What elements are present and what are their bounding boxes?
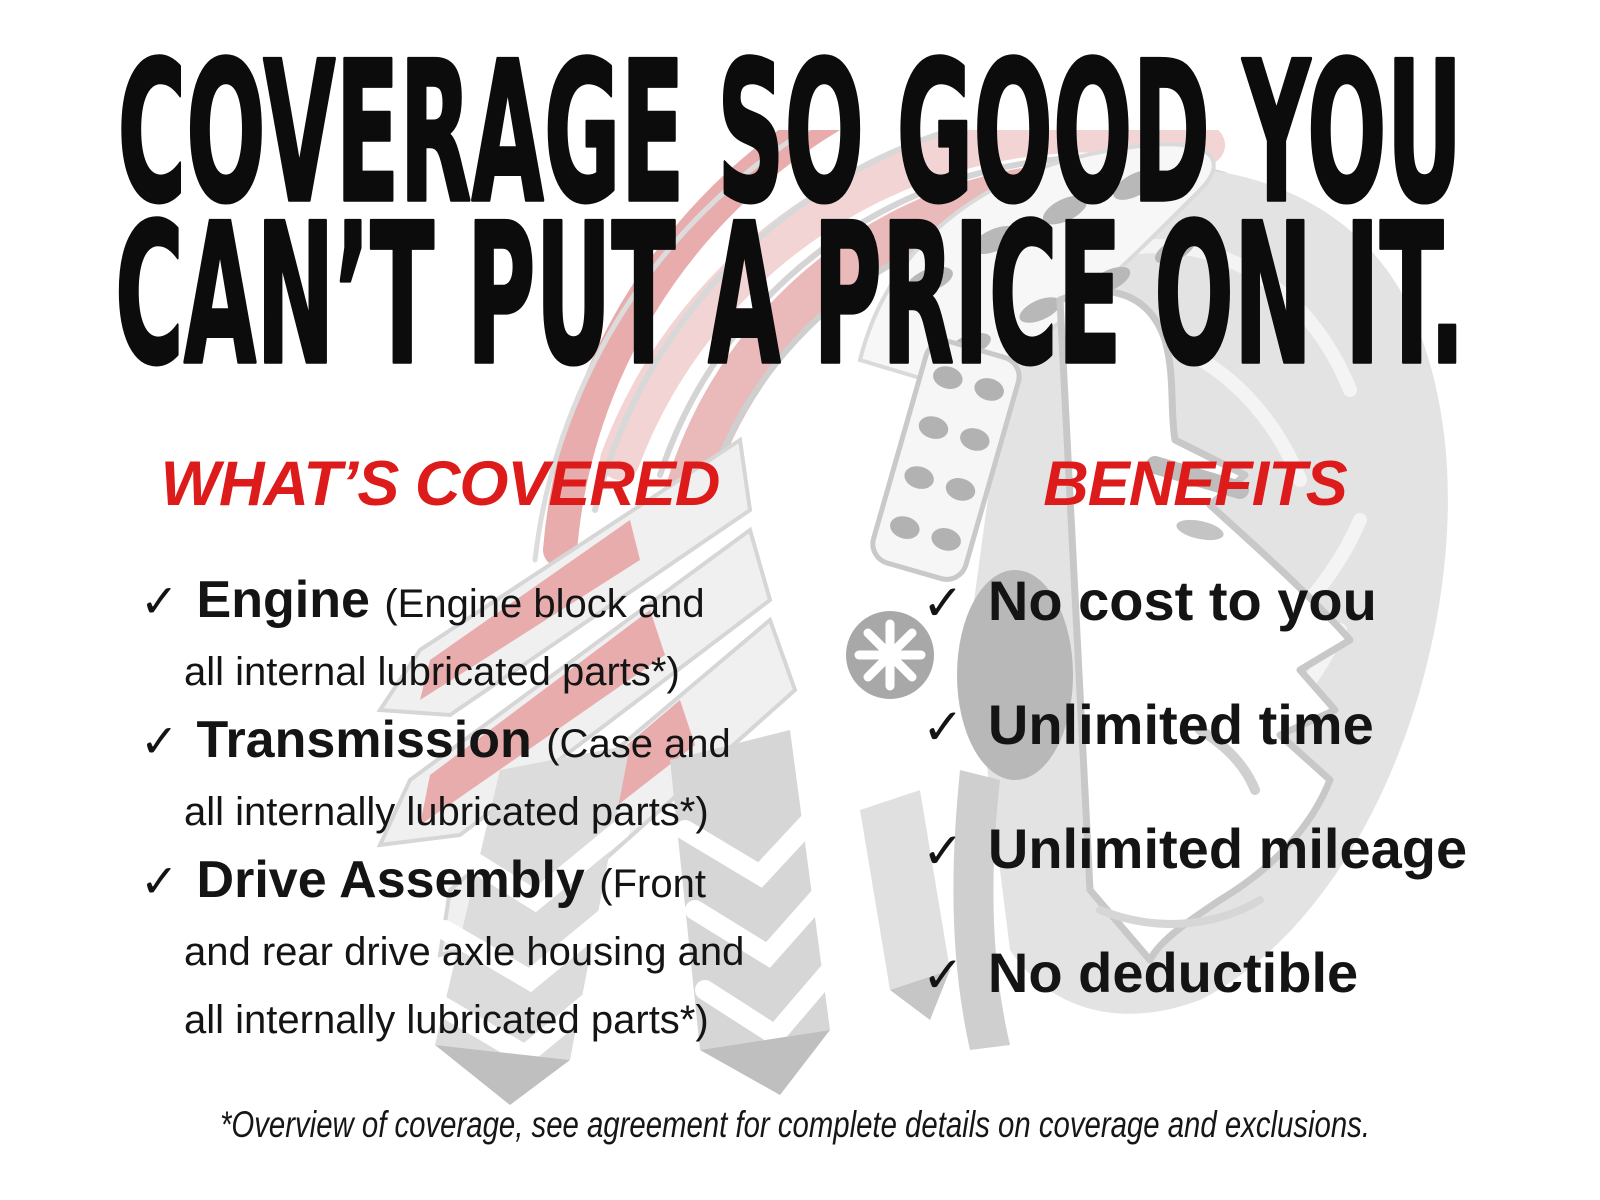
covered-item-name: Drive Assembly	[196, 851, 585, 909]
covered-item-detail-line: all internally lubricated parts*)	[184, 790, 709, 834]
checkmark-icon: ✓	[922, 575, 964, 631]
covered-item-detail-line: all internal lubricated parts*)	[184, 650, 680, 694]
list-item: ✓ Transmission (Case and	[140, 706, 880, 778]
whats-covered-heading: WHAT’S COVERED	[160, 449, 721, 519]
list-item: ✓ No deductible	[922, 938, 1562, 1010]
covered-item-detail-line: and rear drive axle housing and	[184, 930, 745, 974]
checkmark-icon: ✓	[140, 715, 179, 767]
list-item: ✓ Drive Assembly (Front	[140, 846, 880, 918]
list-item: ✓ Engine (Engine block and	[140, 566, 880, 638]
benefits-heading: BENEFITS	[1043, 449, 1348, 519]
checkmark-icon: ✓	[922, 947, 964, 1003]
benefit-label: No cost to you	[987, 569, 1377, 632]
list-item: ✓ No cost to you	[922, 566, 1562, 638]
list-item: ✓ Unlimited mileage	[922, 814, 1562, 886]
page-title: COVERAGE SO GOOD YOU CAN’T PUT A PRICE O…	[113, 18, 1467, 400]
checkmark-icon: ✓	[140, 855, 179, 907]
covered-item-name: Engine	[196, 571, 370, 629]
covered-item-detail: (Case and	[546, 722, 731, 766]
checkmark-icon: ✓	[922, 699, 964, 755]
benefits-list: ✓ No cost to you ✓ Unlimited time ✓ Unlimit…	[922, 566, 1562, 1062]
title-line-1: COVERAGE SO GOOD YOU	[118, 20, 1463, 246]
list-item: ✓ Unlimited time	[922, 690, 1562, 762]
covered-item-name: Transmission	[196, 711, 532, 769]
benefit-label: No deductible	[987, 941, 1359, 1004]
covered-item-detail: (Engine block and	[384, 582, 705, 626]
chief-head-mascot-watermark	[376, 130, 1448, 1105]
covered-item-detail-line: all internally lubricated parts*)	[184, 998, 709, 1042]
title-line-2: CAN’T PUT A PRICE ON IT.	[115, 182, 1465, 400]
footnote-text: *Overview of coverage, see agreement for…	[220, 1104, 1370, 1145]
benefit-label: Unlimited mileage	[987, 817, 1468, 880]
checkmark-icon: ✓	[922, 823, 964, 879]
footnote: *Overview of coverage, see agreement for…	[220, 1104, 1370, 1145]
benefit-label: Unlimited time	[987, 693, 1374, 756]
covered-item-detail: (Front	[599, 862, 706, 906]
covered-list: ✓ Engine (Engine block and all internal l…	[140, 566, 880, 1054]
checkmark-icon: ✓	[140, 575, 179, 627]
